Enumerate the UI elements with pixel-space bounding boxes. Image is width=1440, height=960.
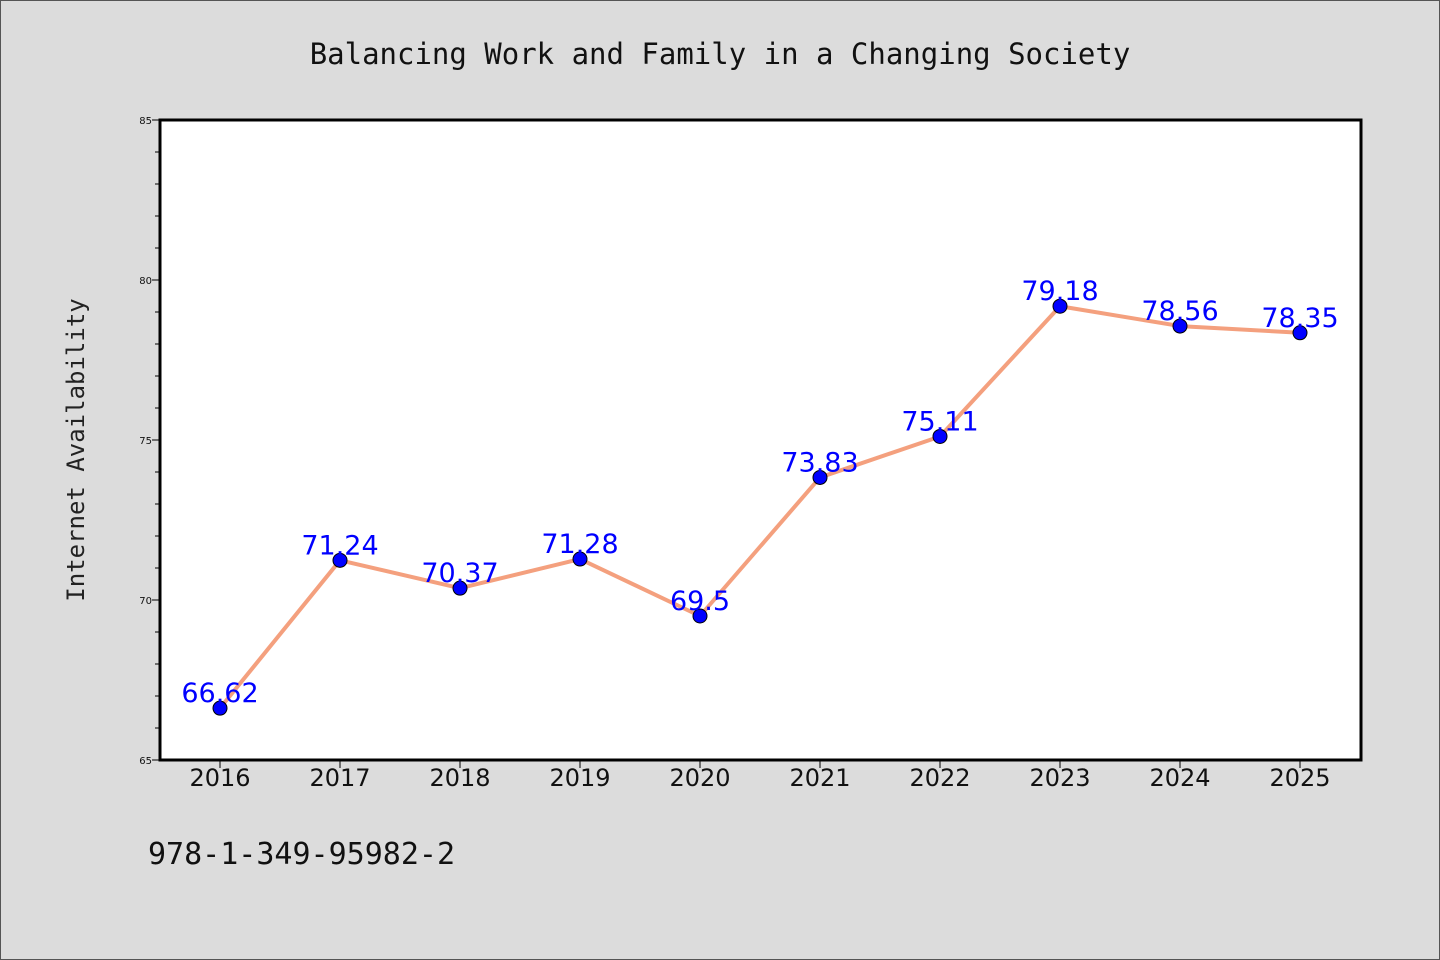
data-point xyxy=(1052,298,1068,314)
x-axis: 2016 2017 2018 2019 2020 2021 2022 2023 2024 2025 xyxy=(189,760,1331,792)
data-point xyxy=(1172,318,1188,334)
data-point xyxy=(452,580,468,596)
x-tick-label: 2025 xyxy=(1269,764,1330,792)
y-axis-label: Internet Availability xyxy=(62,298,90,601)
series-line xyxy=(218,304,1302,711)
data-label: 66.62 xyxy=(181,678,258,709)
data-label: 78.56 xyxy=(1141,296,1218,327)
footer-isbn: 978-1-349-95982-2 xyxy=(148,837,455,872)
x-tick-label: 2019 xyxy=(549,764,610,792)
data-point xyxy=(332,552,348,568)
y-tick-label: 75 xyxy=(139,436,152,447)
y-tick-label: 80 xyxy=(139,276,152,287)
data-point xyxy=(692,608,708,624)
x-tick-label: 2017 xyxy=(309,764,370,792)
data-label: 78.35 xyxy=(1261,303,1338,334)
series-group xyxy=(212,298,1308,716)
data-labels: 66.62 71.24 70.37 71.28 69.5 73.83 75.11 79.18 7… xyxy=(181,276,1338,709)
y-axis: 65 70 75 80 85 xyxy=(139,116,160,767)
data-label: 70.37 xyxy=(421,558,498,589)
x-tick-label: 2018 xyxy=(429,764,490,792)
y-tick-label: 85 xyxy=(139,116,152,127)
data-point xyxy=(212,700,228,716)
x-tick-label: 2021 xyxy=(789,764,850,792)
data-point xyxy=(812,469,828,485)
x-tick-label: 2024 xyxy=(1149,764,1210,792)
x-tick-label: 2022 xyxy=(909,764,970,792)
x-tick-label: 2023 xyxy=(1029,764,1090,792)
data-point xyxy=(572,551,588,567)
data-label: 71.28 xyxy=(541,529,618,560)
x-tick-label: 2016 xyxy=(189,764,250,792)
data-label: 79.18 xyxy=(1021,276,1098,307)
y-tick-label: 65 xyxy=(139,756,152,767)
y-tick-label: 70 xyxy=(139,596,152,607)
data-label: 75.11 xyxy=(901,406,978,437)
data-label: 71.24 xyxy=(301,530,378,561)
data-label: 73.83 xyxy=(781,447,858,478)
x-tick-label: 2020 xyxy=(669,764,730,792)
data-label: 69.5 xyxy=(670,586,730,617)
chart-title: Balancing Work and Family in a Changing … xyxy=(310,37,1131,71)
data-point xyxy=(932,428,948,444)
plot-area xyxy=(158,118,1363,762)
data-point xyxy=(1292,325,1308,341)
